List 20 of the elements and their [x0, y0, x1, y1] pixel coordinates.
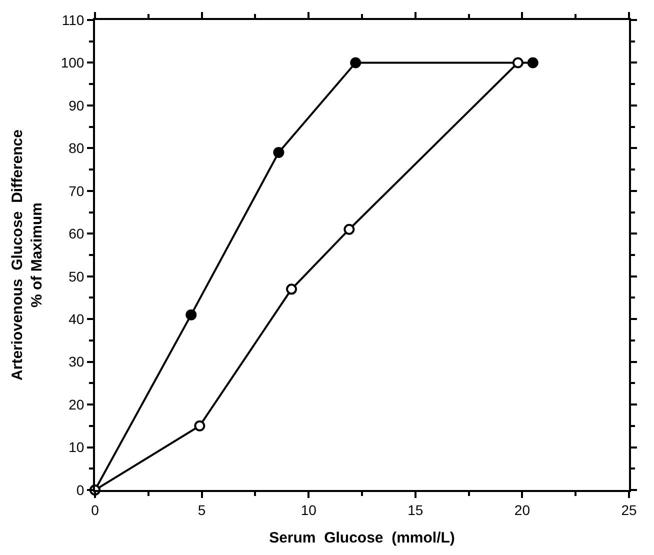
x-axis-title: Serum Glucose (mmol/L)	[269, 529, 455, 546]
x-tick-label: 15	[408, 502, 424, 518]
y-tick-label: 90	[68, 97, 84, 114]
x-tick-label: 20	[514, 502, 530, 518]
y-tick-label: 100	[60, 54, 84, 71]
y-tick-label: 10	[68, 439, 84, 456]
y-tick-label: 20	[68, 396, 84, 412]
y-tick-label: 60	[68, 226, 84, 242]
y-tick-label: 110	[62, 12, 84, 28]
x-tick-label: 25	[621, 502, 637, 518]
y-tick-label: 50	[68, 268, 84, 284]
y-tick-label: 0	[76, 482, 84, 498]
x-tick-label: 0	[91, 502, 100, 518]
x-tick-label: 5	[198, 502, 206, 518]
y-axis-title: Arteriovenous Glucose Difference % of Maximum	[9, 130, 46, 380]
y-tick-label: 30	[68, 354, 84, 370]
y-tick-label: 80	[68, 140, 84, 156]
x-tick-label: 10	[300, 502, 317, 518]
y-tick-label: 40	[68, 310, 84, 327]
y-tick-label: 70	[68, 182, 84, 199]
